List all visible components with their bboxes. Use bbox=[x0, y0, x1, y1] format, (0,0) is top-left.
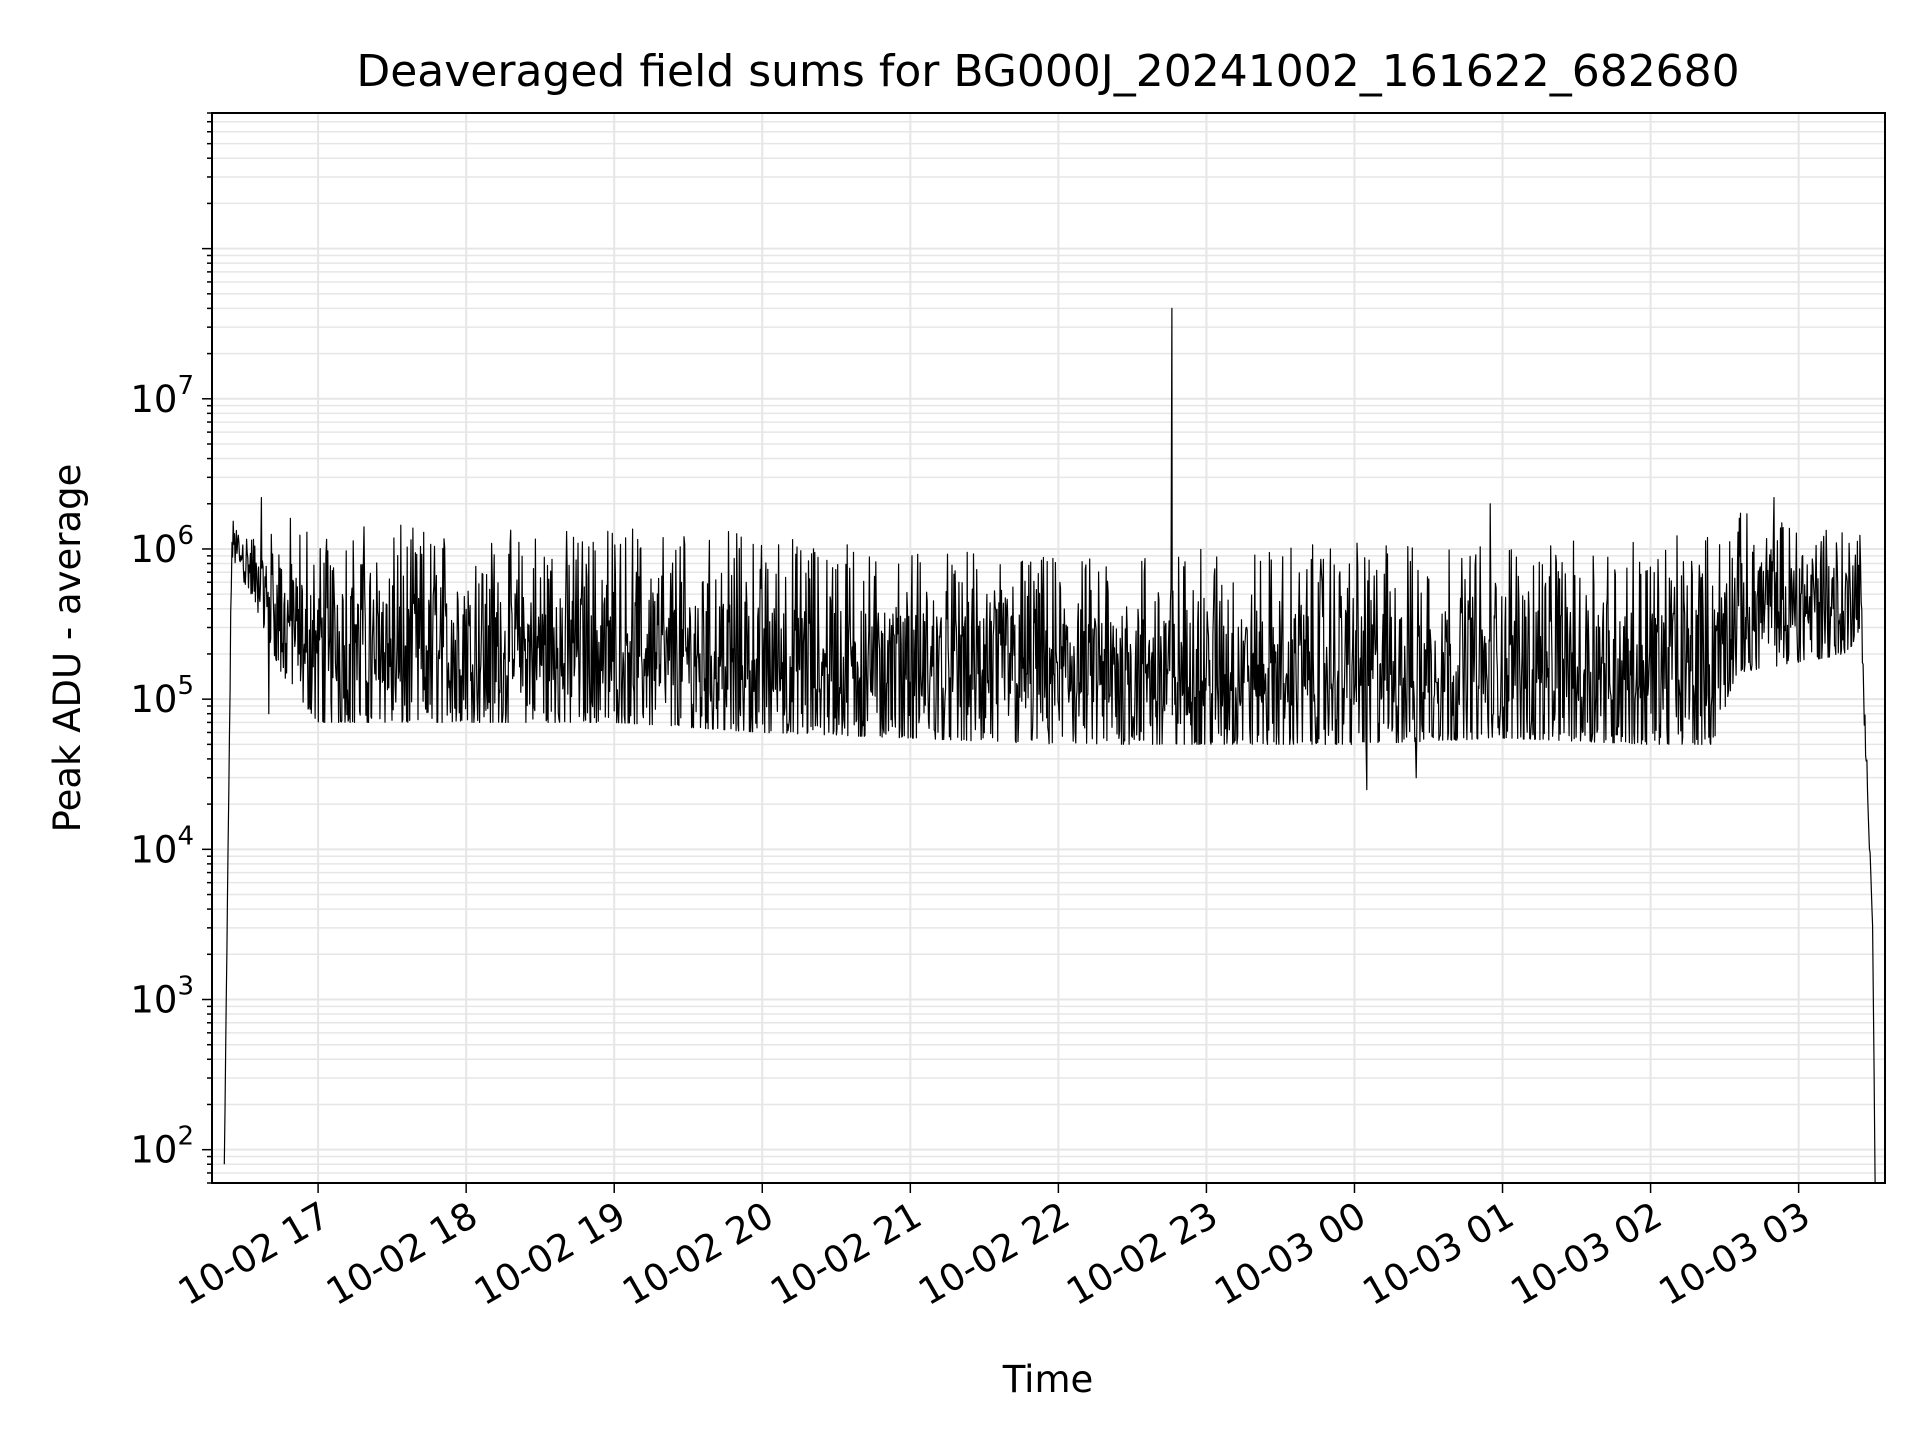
plot-frame bbox=[211, 112, 1886, 1184]
y-tick-label: 107 bbox=[130, 371, 194, 421]
y-tick-label: 105 bbox=[130, 671, 194, 721]
y-tick-label: 102 bbox=[130, 1122, 194, 1172]
series-line bbox=[223, 307, 1876, 1184]
y-tick-label: 106 bbox=[130, 521, 194, 571]
y-tick-label: 104 bbox=[130, 821, 194, 871]
y-tick-label: 103 bbox=[130, 972, 194, 1022]
series bbox=[223, 307, 1876, 1184]
chart-title: Deaveraged field sums for BG000J_2024100… bbox=[356, 46, 1739, 97]
x-axis-label: Time bbox=[1002, 1358, 1094, 1401]
y-axis-label: Peak ADU - average bbox=[46, 464, 89, 833]
